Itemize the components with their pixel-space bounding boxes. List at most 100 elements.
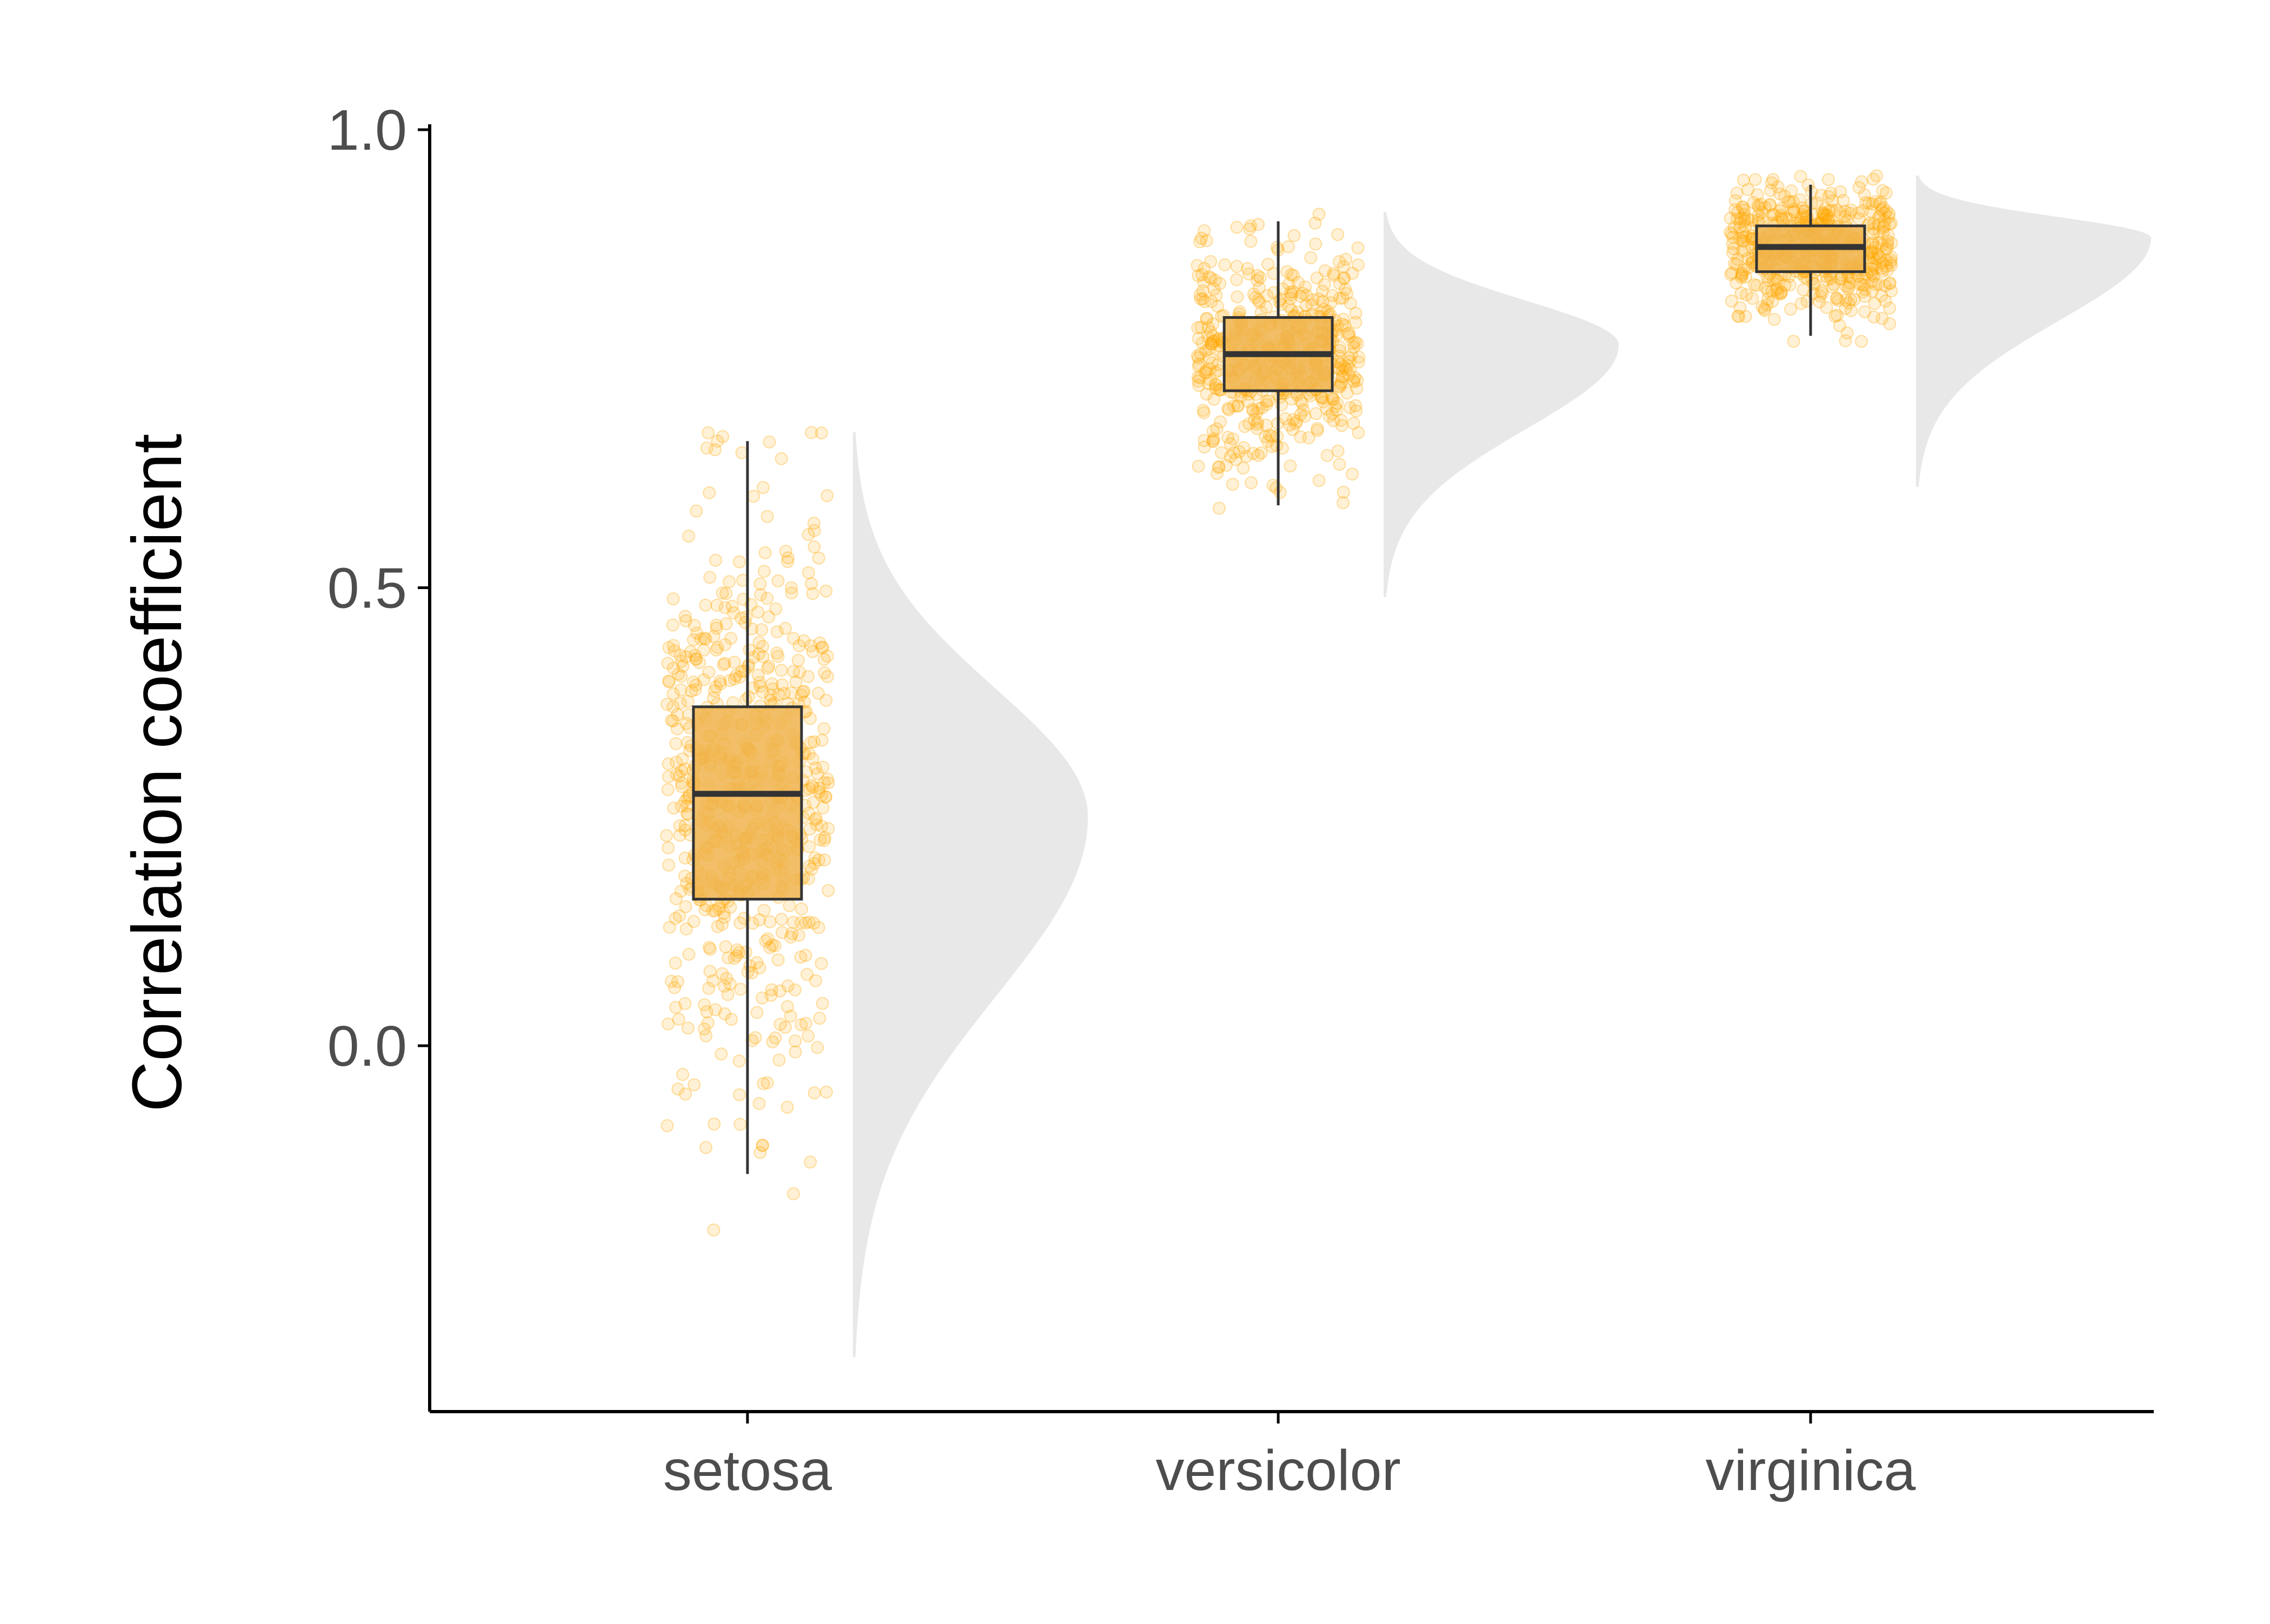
data-point-virginica — [1813, 295, 1826, 309]
data-point-versicolor — [1202, 377, 1216, 390]
data-point-setosa — [698, 1022, 711, 1036]
data-point-virginica — [1774, 285, 1788, 299]
data-point-versicolor — [1198, 440, 1211, 454]
data-point-setosa — [789, 675, 803, 689]
data-point-virginica — [1795, 211, 1808, 224]
data-point-virginica — [1774, 288, 1787, 301]
data-point-virginica — [1815, 206, 1829, 219]
data-point-versicolor — [1347, 417, 1360, 430]
data-point-setosa — [670, 892, 683, 905]
data-point-setosa — [770, 646, 784, 660]
data-point-versicolor — [1351, 337, 1364, 350]
data-point-setosa — [750, 1006, 764, 1019]
data-point-setosa — [784, 931, 797, 944]
data-point-virginica — [1868, 297, 1881, 310]
data-point-setosa — [722, 951, 735, 965]
data-point-setosa — [753, 577, 767, 591]
data-point-setosa — [665, 974, 678, 988]
data-point-versicolor — [1192, 375, 1205, 388]
data-point-versicolor — [1192, 357, 1206, 371]
data-point-setosa — [678, 763, 692, 776]
data-point-versicolor — [1209, 273, 1222, 287]
data-point-virginica — [1865, 246, 1879, 259]
data-point-virginica — [1730, 257, 1744, 271]
data-point-setosa — [794, 1018, 808, 1032]
data-point-setosa — [718, 1007, 731, 1020]
data-point-setosa — [743, 643, 756, 657]
data-point-setosa — [818, 834, 831, 847]
data-point-virginica — [1784, 195, 1797, 209]
data-point-versicolor — [1296, 286, 1309, 300]
data-point-virginica — [1751, 188, 1764, 202]
data-point-versicolor — [1231, 290, 1244, 304]
data-point-versicolor — [1251, 422, 1264, 436]
data-point-versicolor — [1230, 260, 1244, 273]
data-point-versicolor — [1327, 414, 1340, 427]
data-point-virginica — [1794, 170, 1807, 183]
data-point-setosa — [797, 634, 811, 647]
data-point-setosa — [787, 915, 800, 929]
data-point-virginica — [1853, 277, 1866, 291]
data-point-setosa — [792, 928, 806, 942]
data-point-setosa — [819, 791, 832, 804]
data-point-setosa — [730, 949, 744, 963]
data-point-setosa — [799, 1017, 812, 1030]
data-point-versicolor — [1331, 397, 1344, 410]
data-point-setosa — [666, 714, 680, 728]
data-point-setosa — [699, 1029, 713, 1042]
data-point-virginica — [1819, 208, 1833, 222]
data-point-setosa — [776, 926, 789, 939]
data-point-versicolor — [1227, 399, 1240, 413]
data-point-setosa — [662, 641, 676, 654]
data-point-setosa — [782, 551, 795, 565]
data-point-setosa — [817, 722, 831, 736]
data-point-virginica — [1828, 310, 1842, 323]
data-point-setosa — [752, 1097, 766, 1110]
data-point-setosa — [717, 906, 731, 920]
data-point-setosa — [779, 545, 792, 558]
data-point-versicolor — [1308, 216, 1322, 230]
data-point-versicolor — [1316, 284, 1329, 298]
data-point-setosa — [682, 530, 696, 543]
data-point-setosa — [674, 885, 687, 898]
data-point-virginica — [1787, 205, 1801, 218]
data-point-versicolor — [1252, 402, 1265, 416]
data-point-setosa — [813, 833, 827, 846]
data-point-versicolor — [1317, 395, 1330, 409]
data-point-virginica — [1758, 302, 1771, 316]
data-point-setosa — [802, 915, 816, 929]
data-point-setosa — [671, 1082, 685, 1096]
data-point-setosa — [710, 621, 723, 635]
data-point-setosa — [667, 801, 680, 815]
data-point-setosa — [699, 632, 712, 646]
data-point-virginica — [1739, 230, 1752, 243]
data-point-setosa — [802, 1030, 815, 1042]
data-point-virginica — [1885, 251, 1898, 264]
data-point-versicolor — [1210, 378, 1223, 392]
data-point-virginica — [1876, 184, 1890, 197]
data-point-versicolor — [1251, 273, 1264, 287]
data-point-virginica — [1731, 212, 1744, 226]
data-point-virginica — [1865, 262, 1879, 276]
data-point-setosa — [821, 670, 834, 683]
data-point-setosa — [819, 790, 832, 803]
data-point-virginica — [1858, 188, 1871, 202]
data-point-versicolor — [1246, 403, 1259, 416]
data-point-setosa — [785, 586, 798, 600]
data-point-setosa — [785, 581, 798, 594]
data-point-versicolor — [1207, 282, 1221, 296]
data-point-setosa — [802, 528, 815, 542]
data-point-setosa — [709, 680, 723, 693]
data-point-setosa — [672, 667, 685, 681]
data-point-setosa — [703, 571, 717, 584]
data-point-setosa — [813, 636, 826, 650]
data-point-setosa — [733, 1088, 746, 1101]
data-point-versicolor — [1294, 408, 1307, 422]
data-point-virginica — [1765, 285, 1779, 298]
density-virginica — [1916, 175, 2151, 487]
data-point-versicolor — [1224, 450, 1237, 463]
data-point-versicolor — [1213, 277, 1226, 290]
data-point-setosa — [716, 918, 729, 931]
data-point-versicolor — [1197, 404, 1210, 417]
data-point-setosa — [763, 435, 776, 449]
